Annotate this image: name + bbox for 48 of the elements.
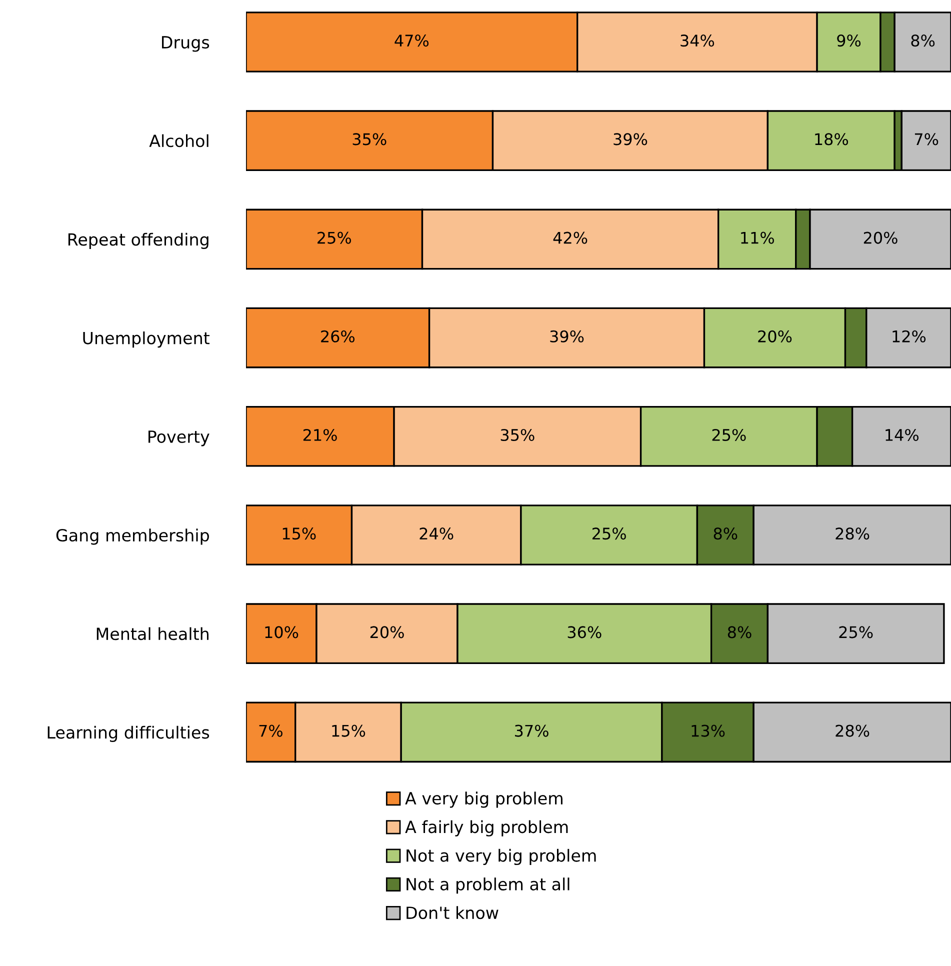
- data-label: 18%: [815, 133, 848, 146]
- data-label: 26%: [321, 330, 355, 342]
- data-label: 28%: [836, 528, 870, 540]
- legend-label: Not a problem at all: [406, 878, 570, 894]
- data-label: 10%: [265, 626, 298, 638]
- data-label: 36%: [568, 626, 602, 638]
- legend-label: Not a very big problem: [406, 848, 596, 866]
- data-label: 20%: [864, 232, 898, 244]
- data-label: 9%: [837, 34, 861, 47]
- data-label: 21%: [303, 428, 337, 442]
- data-label: 7%: [259, 724, 282, 737]
- data-label: 7%: [914, 133, 938, 146]
- y-tick-label: Alcohol: [149, 134, 208, 148]
- data-label: 14%: [886, 428, 919, 442]
- data-label: 37%: [514, 724, 548, 737]
- y-tick-label: Drugs: [162, 36, 210, 52]
- data-label: 39%: [550, 330, 584, 342]
- legend-label: Don't know: [406, 906, 498, 920]
- y-tick-label: Repeat offending: [68, 232, 208, 249]
- y-tick-label: Learning difficulties: [48, 726, 210, 742]
- data-label: 28%: [836, 724, 870, 737]
- data-label: 8%: [911, 34, 935, 47]
- data-label: 20%: [758, 330, 792, 342]
- data-label: 20%: [370, 626, 404, 638]
- data-label: 15%: [282, 528, 316, 540]
- data-label: 39%: [614, 133, 648, 146]
- y-tick-label: Mental health: [96, 627, 208, 640]
- data-label: 15%: [332, 724, 366, 737]
- data-label: 12%: [892, 330, 926, 342]
- data-label: 24%: [420, 528, 454, 540]
- y-tick-label: Gang membership: [56, 528, 209, 545]
- y-tick-label: Unemployment: [83, 331, 210, 348]
- data-label: 35%: [352, 133, 386, 146]
- data-label: 11%: [741, 232, 774, 244]
- legend-label: A fairly big problem: [405, 820, 568, 836]
- data-label: 34%: [680, 34, 714, 47]
- legend-label: A very big problem: [405, 792, 562, 808]
- data-label: 8%: [728, 626, 752, 638]
- data-label: 25%: [592, 528, 626, 540]
- data-label: 13%: [692, 724, 725, 737]
- data-label: 25%: [318, 232, 351, 244]
- data-label: 47%: [394, 34, 429, 47]
- data-label: 8%: [714, 528, 738, 540]
- data-label: 25%: [839, 626, 873, 638]
- data-label: 42%: [553, 232, 588, 244]
- data-label: 35%: [500, 428, 534, 442]
- data-label: 25%: [712, 428, 746, 442]
- y-tick-label: Poverty: [148, 430, 210, 446]
